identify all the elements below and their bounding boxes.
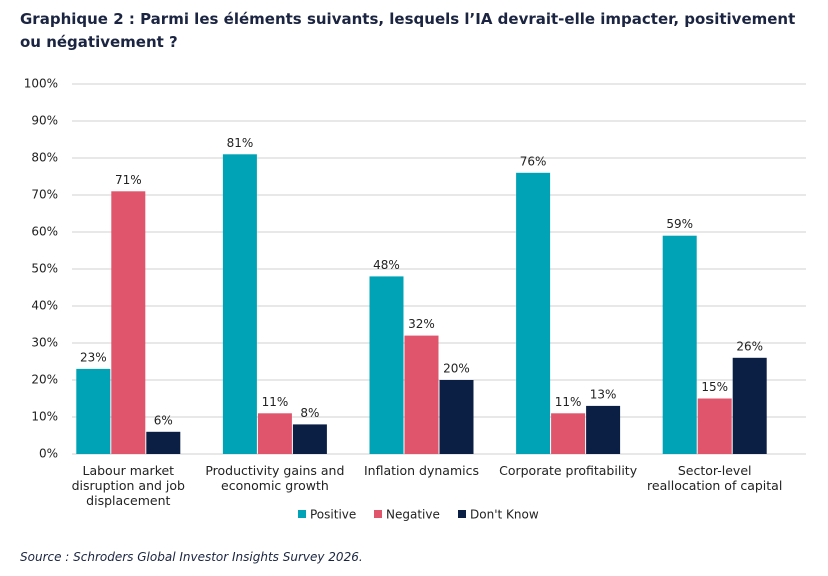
data-label: 71% [115, 173, 142, 187]
data-label: 20% [443, 362, 470, 376]
data-label: 76% [520, 154, 547, 168]
data-label: 11% [555, 395, 582, 409]
y-tick-label: 100% [24, 77, 58, 91]
x-tick-label: Productivity gains and economic growth [205, 463, 345, 493]
legend-label: Negative [386, 508, 440, 522]
data-label: 32% [408, 317, 435, 331]
bar [516, 172, 551, 455]
data-label: 59% [666, 217, 693, 231]
y-tick-label: 90% [31, 114, 58, 128]
bar [257, 413, 292, 454]
y-tick-label: 50% [31, 262, 58, 276]
data-label: 23% [80, 350, 107, 364]
y-tick-label: 70% [31, 188, 58, 202]
bar [551, 413, 586, 454]
bar [662, 235, 697, 454]
x-tick-label: Corporate profitability [499, 463, 638, 478]
data-label: 8% [300, 406, 319, 420]
x-tick-label: Sector-level reallocation of capital [647, 463, 783, 493]
source-note: Source : Schroders Global Investor Insig… [20, 550, 363, 564]
legend-swatch [458, 510, 466, 518]
y-tick-label: 30% [31, 336, 58, 350]
y-tick-label: 10% [31, 410, 58, 424]
bar [404, 335, 439, 454]
bar [586, 405, 621, 454]
y-tick-label: 0% [39, 447, 58, 461]
bar [111, 191, 146, 455]
bar [76, 368, 111, 454]
y-tick-label: 80% [31, 151, 58, 165]
bar [732, 357, 767, 454]
legend-swatch [374, 510, 382, 518]
x-tick-label: Labour market disruption and job displac… [71, 463, 185, 508]
legend-swatch [298, 510, 306, 518]
data-label: 26% [736, 339, 763, 353]
bar [439, 380, 474, 454]
bar [292, 424, 327, 454]
data-label: 6% [154, 413, 173, 427]
data-label: 48% [373, 258, 400, 272]
chart-title: Graphique 2 : Parmi les éléments suivant… [20, 10, 796, 51]
data-label: 11% [262, 395, 289, 409]
legend-label: Don't Know [470, 508, 539, 522]
y-tick-label: 20% [31, 373, 58, 387]
y-tick-label: 40% [31, 299, 58, 313]
bar [146, 431, 181, 454]
bar [222, 154, 257, 455]
bar [697, 398, 732, 454]
y-tick-label: 60% [31, 225, 58, 239]
bar [369, 276, 404, 454]
legend-label: Positive [310, 508, 356, 522]
data-label: 81% [227, 136, 254, 150]
data-label: 13% [590, 387, 617, 401]
x-tick-label: Inflation dynamics [363, 463, 479, 478]
data-label: 15% [701, 380, 728, 394]
